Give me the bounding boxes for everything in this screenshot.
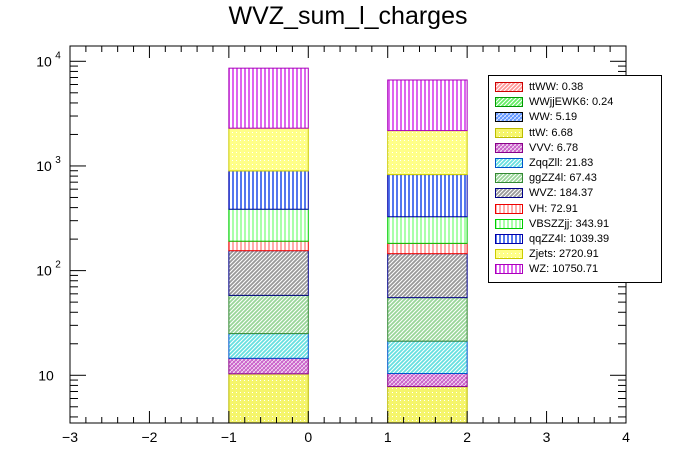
y-tick-label-exponent: 2 bbox=[55, 260, 61, 271]
legend-swatch-qqZZ4l bbox=[495, 234, 523, 244]
legend-label: VBSZZjj: 343.91 bbox=[529, 217, 610, 230]
y-tick-label-exponent: 3 bbox=[55, 155, 61, 166]
legend-swatch-ggZZ4l bbox=[495, 173, 523, 184]
bar-segment-VH-bin0 bbox=[228, 240, 309, 252]
y-tick-label-exponent: 4 bbox=[55, 50, 61, 61]
legend-item-ttWW: ttWW: 0.38 bbox=[495, 80, 583, 94]
legend-item-VBSZZjj: VBSZZjj: 343.91 bbox=[495, 217, 609, 231]
legend: ttWW: 0.38 WWjjEWK6: 0.24 WW: 5.19 ttW: 6.6… bbox=[488, 75, 662, 283]
legend-item-VH: VH: 72.91 bbox=[495, 202, 578, 216]
legend-label: qqZZ4l: 1039.39 bbox=[529, 233, 610, 245]
bar-segment-WVZ-bin0 bbox=[228, 250, 309, 296]
bar-segment-VVV-bin0 bbox=[228, 357, 309, 375]
bar-segment-ZqqZll-bin0 bbox=[228, 333, 309, 359]
legend-swatch-VBSZZjj bbox=[495, 218, 523, 229]
legend-swatch-Zjets bbox=[495, 249, 523, 260]
legend-swatch-ttW bbox=[495, 127, 523, 138]
bar-segment-VBSZZjj-bin1 bbox=[387, 216, 468, 244]
legend-item-WVZ: WVZ: 184.37 bbox=[495, 186, 593, 200]
x-tick-label: 0 bbox=[304, 429, 312, 445]
legend-label: WZ: 10750.71 bbox=[529, 263, 599, 276]
bar-segment-ggZZ4l-bin1 bbox=[387, 297, 468, 342]
legend-item-WZ: WZ: 10750.71 bbox=[495, 262, 598, 276]
legend-label: ZqqZll: 21.83 bbox=[529, 157, 594, 169]
legend-label: VH: 72.91 bbox=[529, 202, 578, 215]
legend-item-WWjjEWK6: WWjjEWK6: 0.24 bbox=[495, 95, 613, 109]
bar-segment-ttW-bin1 bbox=[387, 386, 468, 424]
bar-segment-ttW-bin0 bbox=[228, 373, 309, 424]
legend-item-VVV: VVV: 6.78 bbox=[495, 141, 578, 155]
bar-segment-ZqqZll-bin1 bbox=[387, 340, 468, 374]
legend-swatch-WZ bbox=[495, 264, 523, 275]
legend-label: WVZ: 184.37 bbox=[529, 187, 594, 200]
y-tick-label: 10 bbox=[38, 367, 54, 383]
bar-segment-VH-bin1 bbox=[387, 242, 468, 255]
x-tick-label: −2 bbox=[141, 429, 157, 445]
legend-item-qqZZ4l: qqZZ4l: 1039.39 bbox=[495, 232, 609, 246]
bar-segment-WVZ-bin1 bbox=[387, 253, 468, 299]
legend-swatch-WWjjEWK6 bbox=[495, 97, 523, 108]
x-tick-label: −3 bbox=[62, 429, 78, 445]
x-tick-label: 1 bbox=[384, 429, 392, 445]
y-tick-label: 10 bbox=[36, 53, 52, 69]
legend-swatch-WW bbox=[495, 112, 523, 123]
legend-swatch-VVV bbox=[495, 142, 523, 153]
bar-segment-Zjets-bin1 bbox=[387, 130, 468, 176]
legend-swatch-VH bbox=[495, 203, 523, 214]
y-tick-label: 10 bbox=[36, 263, 52, 279]
legend-label: WWjjEWK6: 0.24 bbox=[529, 96, 614, 109]
x-tick-label: 4 bbox=[622, 429, 630, 445]
legend-item-ZqqZll: ZqqZll: 21.83 bbox=[495, 156, 593, 170]
bar-segment-WZ-bin1 bbox=[387, 79, 468, 132]
legend-label: ggZZ4l: 67.43 bbox=[529, 172, 597, 185]
bar-segment-WZ-bin0 bbox=[228, 67, 309, 129]
x-tick-label: 3 bbox=[543, 429, 551, 445]
chart-title: WVZ_sum_l_charges bbox=[228, 2, 468, 30]
legend-label: ttW: 6.68 bbox=[529, 126, 573, 139]
bar-segment-qqZZ4l-bin0 bbox=[228, 170, 309, 210]
legend-label: WW: 5.19 bbox=[529, 111, 578, 124]
legend-label: VVV: 6.78 bbox=[529, 141, 579, 154]
legend-label: ttWW: 0.38 bbox=[529, 81, 584, 93]
y-tick-label: 10 bbox=[36, 158, 52, 174]
bar-segment-VVV-bin1 bbox=[387, 372, 468, 388]
legend-item-WW: WW: 5.19 bbox=[495, 110, 577, 124]
bar-segment-Zjets-bin0 bbox=[228, 127, 309, 172]
x-tick-label: −1 bbox=[221, 429, 237, 445]
legend-item-Zjets: Zjets: 2720.91 bbox=[495, 247, 599, 261]
legend-item-ttW: ttW: 6.68 bbox=[495, 126, 573, 140]
bars-layer bbox=[228, 67, 468, 424]
legend-item-ggZZ4l: ggZZ4l: 67.43 bbox=[495, 171, 597, 185]
legend-swatch-ZqqZll bbox=[495, 158, 523, 168]
legend-label: Zjets: 2720.91 bbox=[529, 248, 599, 261]
x-tick-label: 2 bbox=[463, 429, 471, 445]
legend-swatch-ttWW bbox=[495, 82, 523, 92]
bar-segment-VBSZZjj-bin0 bbox=[228, 208, 309, 242]
bar-segment-ggZZ4l-bin0 bbox=[228, 294, 309, 335]
bar-segment-qqZZ4l-bin1 bbox=[387, 174, 468, 218]
legend-swatch-WVZ bbox=[495, 188, 523, 199]
